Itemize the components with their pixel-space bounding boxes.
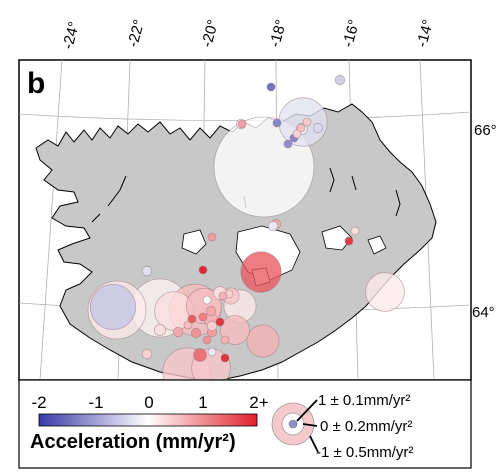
lon-label: -16° <box>339 18 363 49</box>
station-marker <box>207 347 217 357</box>
station-marker <box>202 295 212 305</box>
colorbar <box>38 413 258 427</box>
map-area: 66° 64° b <box>18 59 497 381</box>
station-marker <box>365 272 405 312</box>
station-marker <box>198 312 208 322</box>
station-marker <box>220 335 230 345</box>
station-marker <box>193 348 207 362</box>
station-marker <box>183 320 193 330</box>
station-marker <box>202 335 212 345</box>
panel-label: b <box>27 67 45 100</box>
colorbar-tick-label: 1 <box>198 393 207 412</box>
legend: -2 -1 0 1 2+ Acceleration (mm/yr²) 1 ± 0… <box>18 379 472 469</box>
colorbar-tick-label: -1 <box>88 393 103 412</box>
station-marker <box>296 123 306 133</box>
station-marker <box>215 317 225 327</box>
lon-label: -24° <box>59 20 83 51</box>
station-marker <box>266 82 276 92</box>
lat-label: 64° <box>472 304 495 321</box>
lon-label: -20° <box>198 18 222 49</box>
station-marker <box>90 283 137 330</box>
station-marker <box>220 353 230 363</box>
lon-label: -22° <box>124 18 148 49</box>
station-marker <box>218 291 228 301</box>
colorbar-title: Acceleration (mm/yr²) <box>30 431 236 453</box>
station-marker <box>292 129 302 139</box>
colorbar-tick-label: 2+ <box>249 393 268 412</box>
station-marker <box>302 117 312 127</box>
station-marker <box>334 74 346 86</box>
colorbar-ticks: -2 -1 0 1 2+ <box>31 393 268 412</box>
station-marker <box>153 323 166 336</box>
station-marker <box>141 348 153 360</box>
station-marker <box>240 251 282 293</box>
station-marker <box>246 324 280 358</box>
colorbar-tick-label: 0 <box>144 393 153 412</box>
station-markers <box>87 74 405 380</box>
uncertainty-circle-inner <box>288 419 298 429</box>
station-marker <box>187 314 197 324</box>
station-marker <box>205 305 217 317</box>
station-marker <box>350 226 360 236</box>
uncertainty-label: 0 ± 0.2mm/yr² <box>320 418 412 435</box>
station-marker <box>206 320 218 332</box>
station-marker <box>272 118 282 128</box>
station-marker <box>267 220 279 232</box>
lon-label: -18° <box>266 18 290 49</box>
uncertainty-legend: 1 ± 0.1mm/yr² 0 ± 0.2mm/yr² -1 ± 0.5mm/y… <box>271 392 413 461</box>
lat-label: 66° <box>474 122 497 139</box>
station-marker <box>237 119 247 129</box>
station-marker <box>190 327 202 339</box>
colorbar-tick-label: -2 <box>31 393 46 412</box>
station-marker <box>344 236 354 246</box>
station-marker <box>312 122 324 134</box>
station-marker <box>198 265 208 275</box>
station-marker <box>207 232 217 242</box>
lon-label: -14° <box>413 18 437 49</box>
station-marker <box>172 326 184 338</box>
station-marker <box>141 265 153 277</box>
uncertainty-label: -1 ± 0.5mm/yr² <box>316 444 413 461</box>
longitude-labels: -24° -22° -20° -18° -16° -14° <box>59 18 437 51</box>
station-marker <box>283 139 293 149</box>
uncertainty-label: 1 ± 0.1mm/yr² <box>318 392 410 409</box>
